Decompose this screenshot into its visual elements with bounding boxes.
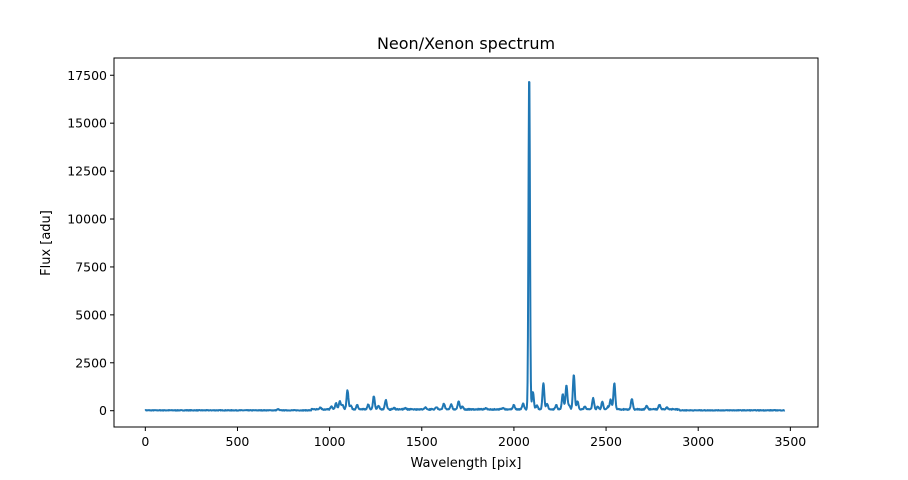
x-tick-label: 2500 — [590, 434, 622, 449]
y-axis-ticks: 0 2500 5000 7500 10000 12500 15000 17500 — [67, 68, 114, 418]
y-tick-label: 0 — [99, 403, 107, 418]
y-tick-label: 17500 — [67, 68, 107, 83]
x-axis-label: Wavelength [pix] — [411, 456, 522, 471]
y-tick-label: 7500 — [75, 259, 107, 274]
plot-frame — [113, 57, 819, 428]
x-tick-label: 3000 — [682, 434, 714, 449]
y-tick-label: 15000 — [67, 116, 107, 131]
y-axis-label: Flux [adu] — [39, 210, 54, 276]
x-tick-label: 1000 — [314, 434, 346, 449]
y-tick-label: 12500 — [67, 164, 107, 179]
x-tick-label: 0 — [141, 434, 149, 449]
x-tick-label: 3500 — [774, 434, 806, 449]
x-tick-label: 500 — [226, 434, 250, 449]
x-axis-ticks: 0 500 1000 1500 2000 2500 3000 3500 — [141, 427, 806, 449]
y-tick-label: 2500 — [75, 355, 107, 370]
x-tick-label: 1500 — [406, 434, 438, 449]
y-tick-label: 5000 — [75, 307, 107, 322]
spectrum-polyline — [144, 81, 786, 412]
spectrum-line — [144, 81, 786, 412]
x-tick-label: 2000 — [498, 434, 530, 449]
y-tick-label: 10000 — [67, 212, 107, 227]
chart-title: Neon/Xenon spectrum — [377, 34, 555, 53]
